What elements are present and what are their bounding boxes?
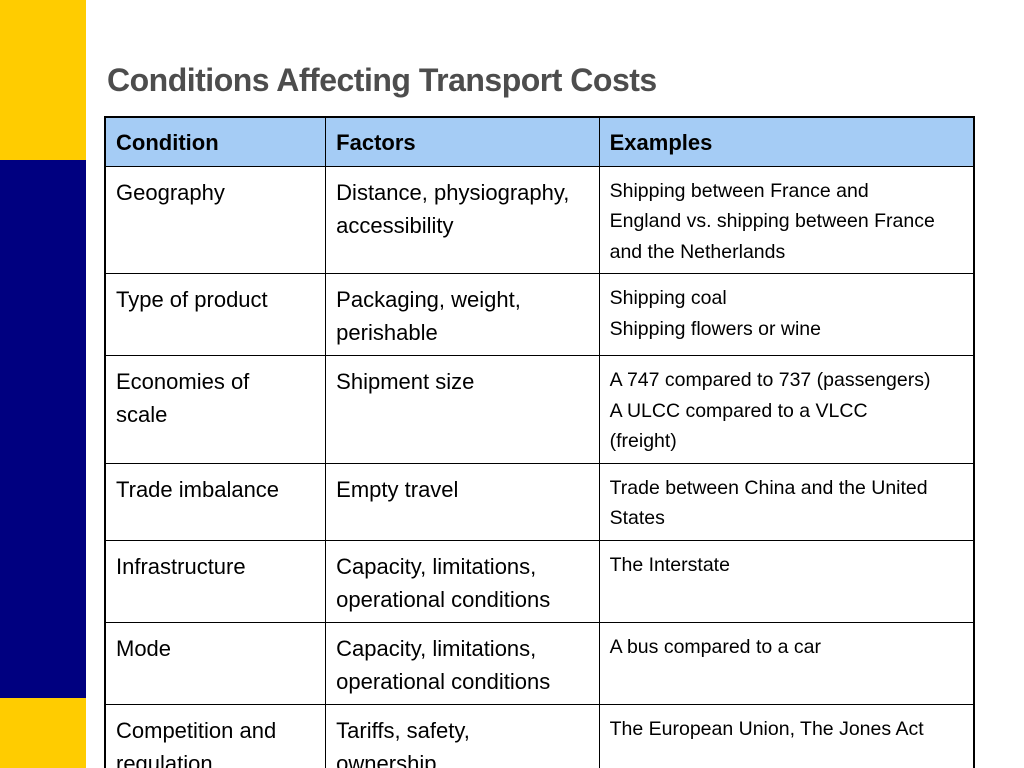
cell-line: A bus compared to a car	[609, 635, 821, 658]
header-condition: Condition	[104, 116, 327, 167]
table-row: Economies of scale Shipment size A 747 co…	[104, 355, 975, 464]
conditions-table: Condition Factors Examples Geography Dis…	[104, 116, 975, 768]
cell-line: The Interstate	[609, 553, 730, 576]
cell-line: Trade between China and the United	[609, 476, 928, 499]
cell-line: Competition and	[116, 717, 277, 743]
cell-line: Distance, physiography,	[336, 179, 570, 205]
slide-title: Conditions Affecting Transport Costs	[107, 62, 657, 98]
cell-line: Geography	[116, 179, 225, 205]
table-row: Trade imbalance Empty travel Trade betwe…	[104, 462, 975, 541]
cell-line: regulation	[116, 750, 213, 768]
table-row: Type of product Packaging, weight, perish…	[104, 273, 975, 356]
examples-cell: A bus compared to a car	[598, 621, 975, 705]
cell-line: England vs. shipping between France	[609, 210, 935, 232]
side-bar-navy	[0, 160, 86, 698]
table-row: Infrastructure Capacity, limitations, ope…	[104, 539, 975, 623]
cell-line: ownership	[336, 750, 437, 768]
factors-cell: Packaging, weight, perishable	[325, 273, 600, 356]
condition-cell: Economies of scale	[104, 355, 327, 464]
cell-line: Type of product	[116, 287, 268, 312]
cell-line: Shipping flowers or wine	[609, 317, 821, 340]
cell-line: Shipment size	[336, 369, 475, 394]
cell-line: Economies of	[116, 369, 250, 394]
condition-cell: Mode	[104, 621, 327, 705]
side-bar-yellow-bottom	[0, 698, 86, 768]
cell-line: States	[609, 507, 665, 529]
factors-cell: Distance, physiography, accessibility	[325, 165, 600, 274]
condition-cell: Competition and regulation	[104, 703, 327, 768]
factors-cell: Shipment size	[325, 355, 600, 464]
cell-line: Empty travel	[336, 476, 459, 502]
table-row: Mode Capacity, limitations, operational c…	[104, 621, 975, 705]
factors-cell: Empty travel	[325, 462, 600, 541]
cell-line: operational conditions	[336, 668, 551, 694]
cell-line: A ULCC compared to a VLCC	[609, 399, 868, 422]
cell-line: Tariffs, safety,	[336, 717, 470, 743]
cell-line: Infrastructure	[116, 553, 246, 579]
cell-line: The European Union, The Jones Act	[609, 717, 924, 740]
examples-cell: A 747 compared to 737 (passengers) A ULCC…	[598, 355, 975, 464]
cell-line: A 747 compared to 737 (passengers)	[609, 369, 931, 391]
table-header-row: Condition Factors Examples	[104, 116, 975, 167]
factors-cell: Capacity, limitations, operational condit…	[325, 539, 600, 623]
side-bar-yellow-top	[0, 0, 86, 160]
cell-line: Capacity, limitations,	[336, 553, 537, 579]
table-row: Geography Distance, physiography, accessi…	[104, 165, 975, 274]
examples-cell: The Interstate	[598, 539, 975, 623]
cell-line: Shipping between France and	[609, 179, 869, 202]
condition-cell: Trade imbalance	[104, 462, 327, 541]
cell-line: perishable	[336, 320, 438, 345]
factors-cell: Capacity, limitations, operational condit…	[325, 621, 600, 705]
condition-cell: Geography	[104, 165, 327, 274]
condition-cell: Infrastructure	[104, 539, 327, 623]
examples-cell: Shipping between France and England vs. s…	[598, 165, 975, 274]
cell-line: (freight)	[609, 430, 677, 452]
examples-cell: Trade between China and the United States	[598, 462, 975, 541]
factors-cell: Tariffs, safety, ownership	[325, 703, 600, 768]
cell-line: Capacity, limitations,	[336, 635, 537, 661]
cell-line: scale	[116, 402, 168, 427]
table-row: Competition and regulation Tariffs, safet…	[104, 703, 975, 768]
header-factors: Factors	[325, 116, 600, 167]
cell-line: Packaging, weight,	[336, 287, 521, 312]
cell-line: accessibility	[336, 212, 454, 238]
cell-line: Mode	[116, 635, 172, 661]
cell-line: and the Netherlands	[609, 240, 786, 263]
examples-cell: The European Union, The Jones Act	[598, 703, 975, 768]
cell-line: Trade imbalance	[116, 476, 280, 502]
examples-cell: Shipping coal Shipping flowers or wine	[598, 273, 975, 356]
cell-line: operational conditions	[336, 586, 551, 612]
condition-cell: Type of product	[104, 273, 327, 356]
cell-line: Shipping coal	[609, 287, 727, 309]
header-examples: Examples	[598, 116, 975, 167]
